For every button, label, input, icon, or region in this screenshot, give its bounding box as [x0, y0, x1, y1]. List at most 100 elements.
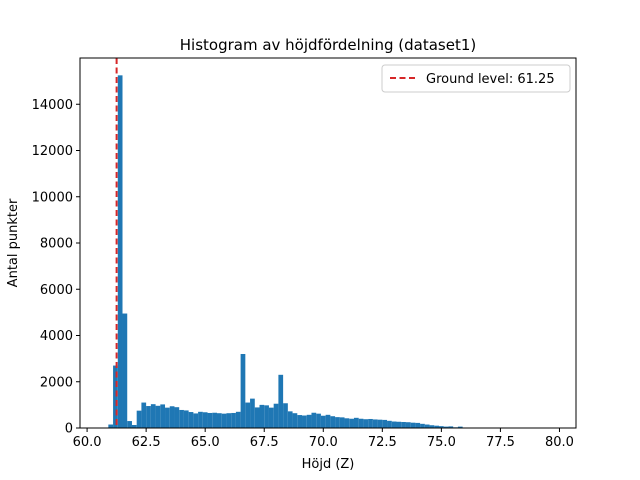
histogram-bar: [221, 413, 227, 428]
histogram-bar: [415, 422, 421, 428]
y-tick-label: 4000: [40, 329, 73, 344]
histogram-bar: [250, 398, 255, 428]
histogram-bar: [405, 422, 411, 428]
x-axis-ticks: 60.0 62.5 65.0 67.5 70.0 72.5 75.0 77.5 80.0: [73, 428, 574, 450]
histogram-bar: [155, 405, 161, 428]
histogram-bar: [429, 425, 435, 428]
histogram-bars: [103, 75, 558, 429]
x-tick-label: 75.0: [427, 435, 456, 450]
histogram-bar: [169, 406, 175, 428]
histogram-bar: [174, 407, 180, 428]
histogram-bar: [339, 417, 345, 428]
histogram-bar: [349, 418, 354, 428]
histogram-bar: [292, 413, 298, 428]
histogram-bar: [183, 410, 189, 428]
y-axis-ticks: 0 2000 4000 6000 8000 10000 12000 14000: [32, 98, 80, 437]
histogram-bar: [127, 421, 132, 428]
x-tick-label: 77.5: [486, 435, 515, 450]
histogram-bar: [179, 409, 184, 428]
histogram-bar: [231, 412, 236, 428]
histogram-bar: [372, 419, 378, 428]
histogram-bar: [306, 414, 312, 428]
histogram-bar: [457, 426, 463, 428]
histogram-bar: [235, 411, 241, 428]
legend: Ground level: 61.25: [381, 64, 571, 93]
histogram-bar: [141, 402, 147, 428]
histogram-bar: [283, 403, 288, 428]
x-axis-label: Höjd (Z): [302, 457, 355, 472]
y-axis-label: Antal punkter: [6, 198, 21, 287]
histogram-bar: [264, 405, 269, 428]
histogram-bar: [410, 422, 416, 428]
histogram-bar: [240, 354, 246, 428]
histogram-bar: [146, 406, 151, 428]
y-tick-label: 6000: [40, 283, 73, 298]
histogram-bar: [122, 313, 128, 428]
histogram-bar: [448, 426, 454, 428]
histogram-bar: [439, 426, 444, 428]
histogram-bar: [202, 412, 208, 428]
histogram-bar: [302, 415, 307, 428]
histogram-bar: [131, 424, 137, 428]
histogram-bar: [382, 419, 388, 428]
histogram-bar: [259, 404, 265, 429]
histogram-bar: [273, 403, 279, 428]
y-tick-label: 12000: [32, 144, 73, 159]
histogram-bar: [226, 413, 232, 428]
x-tick-label: 65.0: [191, 435, 220, 450]
histogram-bar: [165, 407, 170, 428]
histogram-bar: [424, 424, 430, 428]
y-tick-label: 2000: [40, 375, 73, 390]
y-tick-label: 8000: [40, 237, 73, 252]
histogram-bar: [330, 416, 336, 428]
histogram-bar: [325, 414, 331, 428]
histogram-bar: [117, 75, 123, 428]
histogram-bar: [216, 413, 222, 428]
histogram-bar: [396, 421, 402, 428]
histogram-bar: [316, 413, 321, 428]
histogram-bar: [377, 419, 383, 428]
histogram-bar: [150, 404, 156, 428]
histogram-bar: [207, 412, 213, 428]
histogram-bar: [287, 411, 293, 428]
histogram-bar: [113, 365, 118, 428]
histogram-bar: [108, 424, 114, 428]
histogram-bar: [268, 407, 274, 428]
histogram-bar: [353, 417, 359, 428]
histogram-bar: [198, 411, 203, 428]
histogram-bar: [363, 419, 369, 428]
histogram-bar: [344, 418, 350, 428]
histogram-bar: [401, 421, 406, 428]
x-tick-label: 70.0: [309, 435, 338, 450]
histogram-bar: [320, 415, 326, 428]
x-tick-label: 62.5: [132, 435, 161, 450]
histogram-bar: [212, 412, 217, 428]
legend-box: [381, 64, 571, 93]
histogram-bar: [254, 407, 260, 428]
y-tick-label: 0: [65, 422, 73, 437]
histogram-bar: [160, 404, 166, 428]
histogram-bar: [358, 418, 364, 428]
histogram-bar: [434, 425, 440, 428]
x-tick-label: 60.0: [73, 435, 102, 450]
chart-title: Histogram av höjdfördelning (dataset1): [180, 36, 477, 54]
y-tick-label: 14000: [32, 98, 73, 113]
histogram-bar: [297, 415, 303, 428]
histogram-bar: [136, 410, 142, 428]
y-tick-label: 10000: [32, 190, 73, 205]
histogram-bar: [420, 423, 425, 428]
histogram-bar: [368, 418, 373, 428]
histogram-bar: [311, 412, 317, 428]
histogram-bar: [245, 402, 251, 428]
x-tick-label: 80.0: [545, 435, 574, 450]
x-tick-label: 67.5: [250, 435, 279, 450]
histogram-bar: [193, 413, 199, 428]
histogram-bar: [387, 420, 392, 428]
histogram-bar: [391, 421, 397, 428]
histogram-bar: [335, 417, 340, 428]
histogram-bar: [278, 374, 284, 428]
histogram-bar: [188, 412, 194, 428]
legend-entry-ground-level: Ground level: 61.25: [426, 72, 555, 87]
